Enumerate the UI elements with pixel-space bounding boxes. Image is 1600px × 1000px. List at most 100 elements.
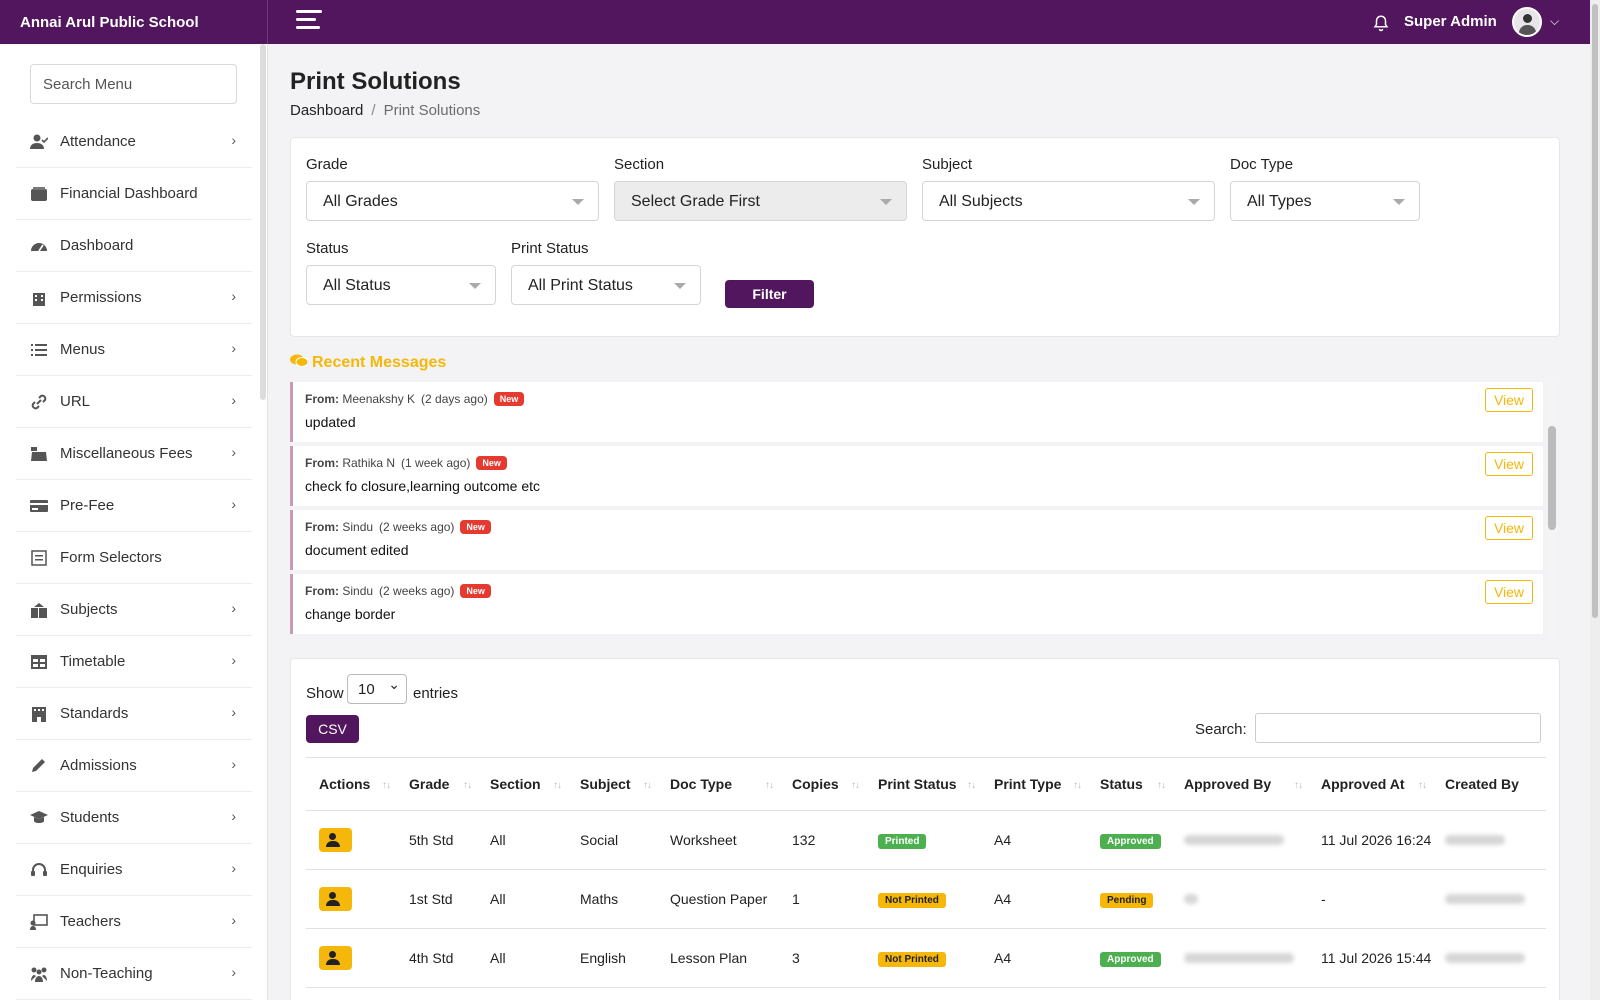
filter-button[interactable]: Filter (725, 280, 814, 308)
sidebar-item-menus[interactable]: Menus › (16, 324, 252, 376)
list-icon (30, 342, 48, 358)
assign-user-icon[interactable] (319, 946, 352, 970)
column-header-label: Approved By (1184, 776, 1272, 792)
message-body: updated (305, 414, 356, 430)
print-status-cell: Not Printed (865, 929, 981, 988)
column-header-doc-type[interactable]: Doc Type ↑↓ (657, 758, 779, 811)
sidebar-item-label: URL (60, 393, 91, 410)
message-sender: Sindu (342, 520, 374, 534)
sidebar-item-financial-dashboard[interactable]: Financial Dashboard (16, 168, 252, 220)
sidebar-item-students[interactable]: Students › (16, 792, 252, 844)
table-search-input[interactable] (1255, 713, 1541, 743)
sidebar-item-admissions[interactable]: Admissions › (16, 740, 252, 792)
column-header-print-status[interactable]: Print Status ↑↓ (865, 758, 981, 811)
message-body: change border (305, 606, 396, 622)
assign-user-icon[interactable] (319, 828, 352, 852)
sidebar-item-attendance[interactable]: Attendance › (16, 116, 252, 168)
view-message-button[interactable]: View (1485, 580, 1533, 604)
sidebar-item-label: Timetable (60, 653, 126, 670)
sort-arrows-icon: ↑↓ (1294, 780, 1303, 791)
sidebar-item-miscellaneous-fees[interactable]: Miscellaneous Fees › (16, 428, 252, 480)
column-header-label: Print Status (878, 776, 957, 792)
breadcrumb-home[interactable]: Dashboard (290, 102, 364, 119)
view-message-button[interactable]: View (1485, 452, 1533, 476)
section-label: Section (614, 156, 665, 173)
view-message-button[interactable]: View (1485, 388, 1533, 412)
sidebar-item-url[interactable]: URL › (16, 376, 252, 428)
sidebar-item-subjects[interactable]: Subjects › (16, 584, 252, 636)
column-header-approved-by[interactable]: Approved By ↑↓ (1171, 758, 1308, 811)
message-sender: Sindu (342, 584, 374, 598)
page-scrollbar[interactable] (1590, 0, 1600, 1000)
column-header-actions[interactable]: Actions ↑↓ (306, 758, 396, 811)
search-menu-input[interactable] (30, 64, 237, 104)
sidebar-item-label: Subjects (60, 601, 118, 618)
sidebar-item-standards[interactable]: Standards › (16, 688, 252, 740)
sidebar-item-label: Permissions (60, 289, 142, 306)
column-header-print-type[interactable]: Print Type ↑↓ (981, 758, 1087, 811)
sidebar-item-label: Miscellaneous Fees (60, 445, 193, 462)
doc-type-select[interactable]: All Types (1230, 181, 1420, 221)
message-meta: From: Sindu (2 weeks ago) New (305, 520, 1531, 534)
table-row: 4th Std All English Lesson Plan 3 Not Printed… (306, 929, 1546, 988)
sidebar-scrollbar[interactable] (260, 44, 266, 400)
section-cell: All (490, 950, 506, 966)
column-header-approved-at[interactable]: Approved At ↑↓ (1308, 758, 1432, 811)
column-header-subject[interactable]: Subject ↑↓ (567, 758, 657, 811)
column-header-label: Copies (792, 776, 839, 792)
bell-icon[interactable] (1372, 14, 1390, 32)
assign-user-icon[interactable] (319, 887, 352, 911)
column-header-created-by[interactable]: Created By (1432, 758, 1546, 811)
table-row: 1st Std All Maths Question Paper 1 Not Printe… (306, 870, 1546, 929)
sidebar-item-permissions[interactable]: Permissions › (16, 272, 252, 324)
chevron-down-icon[interactable]: ⌵ (1550, 14, 1560, 28)
cash-register-icon (30, 446, 48, 462)
redacted-text (1184, 894, 1198, 904)
chevron-right-icon: › (231, 496, 236, 512)
section-select[interactable]: Select Grade First (614, 181, 907, 221)
user-name[interactable]: Super Admin (1404, 13, 1497, 30)
wallet-icon (30, 186, 48, 202)
print-status-select[interactable]: All Print Status (511, 265, 701, 305)
column-header-label: Section (490, 776, 541, 792)
column-header-copies[interactable]: Copies ↑↓ (779, 758, 865, 811)
sidebar-item-non-teaching[interactable]: Non-Teaching › (16, 948, 252, 1000)
sidebar-item-label: Menus (60, 341, 106, 358)
sidebar-item-label: Students (60, 809, 120, 826)
sidebar-item-label: Dashboard (60, 237, 134, 254)
from-label: From: (305, 456, 339, 470)
approved-at-cell: - (1321, 891, 1326, 907)
sort-arrows-icon: ↑↓ (643, 780, 652, 791)
column-header-status[interactable]: Status ↑↓ (1087, 758, 1171, 811)
school-name[interactable]: Annai Arul Public School (0, 0, 268, 44)
messages-scrollbar[interactable] (1548, 382, 1556, 640)
sidebar-item-timetable[interactable]: Timetable › (16, 636, 252, 688)
grade-select[interactable]: All Grades (306, 181, 599, 221)
subject-select[interactable]: All Subjects (922, 181, 1215, 221)
sort-arrows-icon: ↑↓ (967, 780, 976, 791)
column-header-section[interactable]: Section ↑↓ (477, 758, 567, 811)
redacted-text (1445, 953, 1525, 963)
status-label: Status (306, 240, 349, 257)
sidebar-item-form-selectors[interactable]: Form Selectors (16, 532, 252, 584)
csv-button[interactable]: CSV (306, 715, 359, 743)
avatar[interactable] (1512, 7, 1542, 37)
sidebar-item-pre-fee[interactable]: Pre-Fee › (16, 480, 252, 532)
message-meta: From: Meenakshy K (2 days ago) New (305, 392, 1531, 406)
column-header-grade[interactable]: Grade ↑↓ (396, 758, 477, 811)
sidebar-item-dashboard[interactable]: Dashboard (16, 220, 252, 272)
message-meta: From: Rathika N (1 week ago) New (305, 456, 1531, 470)
view-message-button[interactable]: View (1485, 516, 1533, 540)
actions-cell (306, 929, 396, 988)
hamburger-menu-icon[interactable] (296, 10, 322, 34)
approved-at-cell: 11 Jul 2026 16:24 (1321, 832, 1432, 848)
print-status-cell: Printed (865, 811, 981, 870)
column-header-label: Created By (1445, 776, 1519, 792)
subject-cell: English (580, 950, 626, 966)
show-label: Show (306, 685, 344, 702)
sidebar-item-enquiries[interactable]: Enquiries › (16, 844, 252, 896)
graduation-cap-icon (30, 810, 48, 826)
status-select[interactable]: All Status (306, 265, 496, 305)
sidebar-item-teachers[interactable]: Teachers › (16, 896, 252, 948)
entries-select[interactable]: 10 (347, 674, 407, 704)
